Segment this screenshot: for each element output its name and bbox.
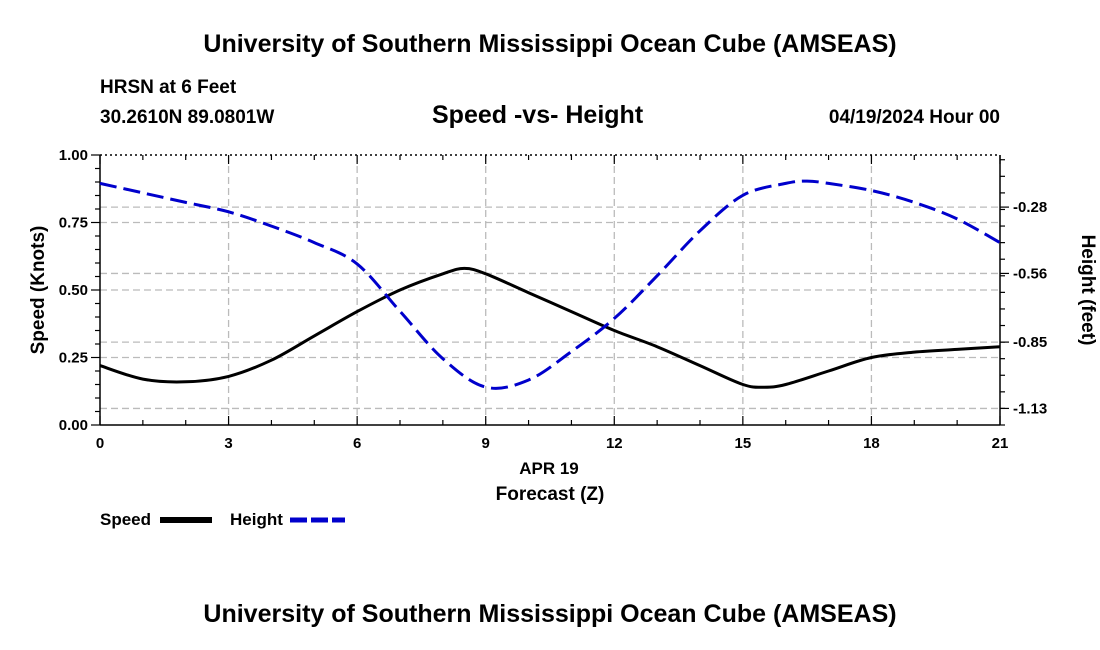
y-tick-label: 1.00 (59, 147, 88, 164)
x-tick-label: 18 (863, 435, 880, 452)
y2-tick-label: -0.85 (1013, 334, 1047, 351)
y2-tick-label: -0.28 (1013, 199, 1047, 216)
legend-height-label: Height (230, 510, 283, 529)
station-label: HRSN at 6 Feet (100, 77, 237, 98)
x-axis-label: Forecast (Z) (496, 484, 605, 505)
x-tick-label: 12 (606, 435, 623, 452)
y2-axis-label: Height (feet) (1077, 235, 1098, 346)
main-title: University of Southern Mississippi Ocean… (203, 30, 897, 58)
y-tick-label: 0.75 (59, 215, 88, 232)
y2-tick-label: -0.56 (1013, 265, 1047, 282)
y2-tick-label: -1.13 (1013, 400, 1047, 417)
x-date-label: APR 19 (519, 459, 579, 478)
x-tick-label: 6 (353, 435, 361, 452)
x-tick-label: 0 (96, 435, 104, 452)
chart-title: Speed -vs- Height (432, 101, 644, 129)
x-tick-label: 21 (992, 435, 1009, 452)
footer-title: University of Southern Mississippi Ocean… (203, 600, 897, 628)
y-tick-label: 0.50 (59, 282, 88, 299)
y-axis-label: Speed (Knots) (28, 226, 49, 355)
datetime-label: 04/19/2024 Hour 00 (828, 107, 1000, 128)
y-tick-label: 0.25 (59, 350, 88, 367)
legend-height-swatch (290, 517, 345, 523)
coordinates-label: 30.2610N 89.0801W (100, 107, 275, 128)
legend-speed-label: Speed (100, 510, 152, 529)
x-tick-label: 15 (735, 435, 752, 452)
y-tick-label: 0.00 (59, 417, 88, 434)
x-tick-label: 3 (224, 435, 232, 452)
series-line-height (99, 179, 1001, 390)
x-tick-label: 9 (482, 435, 490, 452)
legend-speed-swatch (160, 517, 212, 523)
series-line-speed (99, 266, 1001, 389)
